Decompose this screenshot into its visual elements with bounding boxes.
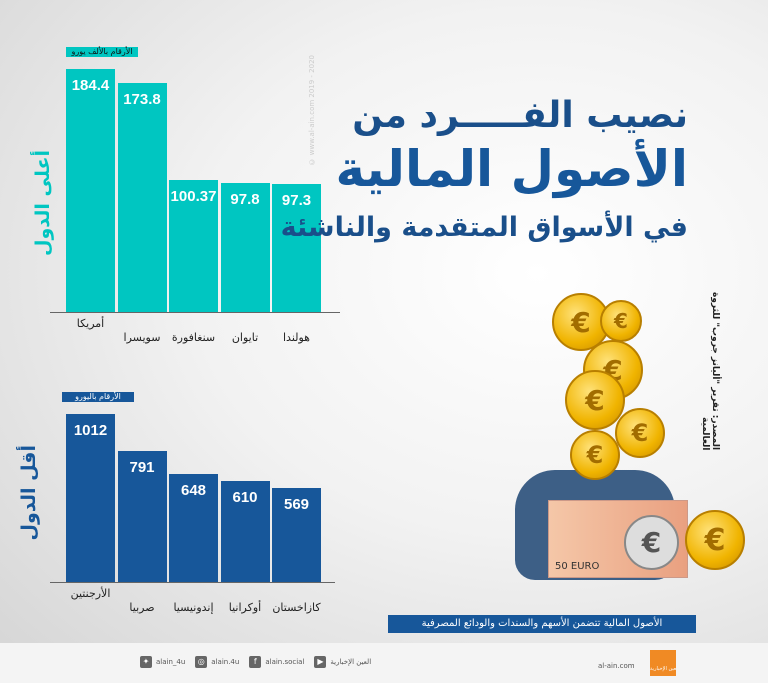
social-label[interactable]: alain_4u xyxy=(156,658,186,666)
category-label: تايوان xyxy=(231,331,259,344)
euro-coin-icon: € xyxy=(565,370,625,430)
data-label: 100.37 xyxy=(170,187,217,205)
bar: 97.8 xyxy=(220,183,270,312)
category-label: سنغافورة xyxy=(171,331,216,344)
note-banner: الأصول المالية تتضمن الأسهم والسندات وال… xyxy=(388,615,696,633)
category-label: سويسرا xyxy=(123,331,161,344)
category-label: الأرجنتين xyxy=(70,587,111,600)
data-label: 184.4 xyxy=(71,77,110,94)
social-label[interactable]: alain.4u xyxy=(211,658,240,666)
data-label: 610 xyxy=(232,488,258,506)
top-x-axis xyxy=(50,312,340,313)
title-line-2: الأصول المالية xyxy=(335,140,688,198)
bottom-chart-title: أقل الدول xyxy=(18,445,40,541)
bar: 610 xyxy=(220,480,270,582)
top-chart-title: أعلى الدول xyxy=(32,150,54,257)
source-note: المصدر: تقرير "أليانز جروب" للثروة العال… xyxy=(700,291,720,450)
youtube-icon[interactable]: ▶ xyxy=(314,656,327,668)
data-label: 648 xyxy=(180,482,207,500)
euro-coin-icon: € xyxy=(600,300,642,342)
category-label: صربيا xyxy=(129,601,155,614)
bar: 184.4 xyxy=(66,69,115,312)
bar: 1012 xyxy=(66,414,115,582)
twitter-icon[interactable]: ✦ xyxy=(140,656,152,668)
bar: 100.37 xyxy=(169,179,218,312)
bar: 173.8 xyxy=(117,82,167,312)
category-label: كازاخستان xyxy=(272,601,321,614)
bar: 791 xyxy=(117,450,167,582)
euro-coin-icon: € xyxy=(685,510,745,570)
social-twitter[interactable]: ✦ alain_4u xyxy=(140,656,185,668)
title-line-3: في الأسواق المتقدمة والناشئة xyxy=(280,212,688,243)
euro-coin-icon: € xyxy=(615,408,665,458)
instagram-icon[interactable]: ◎ xyxy=(195,656,208,668)
euro-coin-icon: € xyxy=(570,430,620,480)
title-line-1: نصيب الفـــــرد من xyxy=(352,95,688,136)
bar: 569 xyxy=(272,487,321,582)
euro-coin-icon: € xyxy=(624,515,679,570)
bottom-unit-label: الأرقام باليورو xyxy=(62,392,134,402)
watermark: © www.al-ain.com 2019 - 2020 xyxy=(308,55,316,166)
site-link[interactable]: al-ain.com xyxy=(598,662,635,670)
data-label: 173.8 xyxy=(123,90,161,108)
social-facebook[interactable]: f alain.social xyxy=(249,656,304,668)
social-youtube[interactable]: ▶ العين الإخبارية xyxy=(314,656,371,668)
data-label: 97.3 xyxy=(281,191,312,209)
facebook-icon[interactable]: f xyxy=(249,656,262,668)
data-label: 1012 xyxy=(73,422,108,439)
social-label[interactable]: العين الإخبارية xyxy=(330,658,372,666)
top-unit-label: الأرقام بالألف يورو xyxy=(66,47,138,57)
category-label: أوكرانيا xyxy=(228,601,262,614)
bar: 97.3 xyxy=(272,183,321,312)
bar: 648 xyxy=(169,474,218,582)
category-label: إندونيسيا xyxy=(173,601,214,614)
category-label: هولندا xyxy=(283,331,310,344)
data-label: 569 xyxy=(283,495,310,513)
social-label[interactable]: alain.social xyxy=(265,658,305,666)
data-label: 97.8 xyxy=(230,191,260,209)
bottom-x-axis xyxy=(50,582,335,583)
social-links: ▶ العين الإخبارية f alain.social ◎ alain… xyxy=(140,656,371,668)
alain-logo[interactable]: العين الإخبارية xyxy=(650,650,676,676)
category-label: أمريكا xyxy=(76,317,105,330)
footer xyxy=(0,643,768,683)
data-label: 791 xyxy=(129,458,155,476)
social-instagram[interactable]: ◎ alain.4u xyxy=(195,656,239,668)
